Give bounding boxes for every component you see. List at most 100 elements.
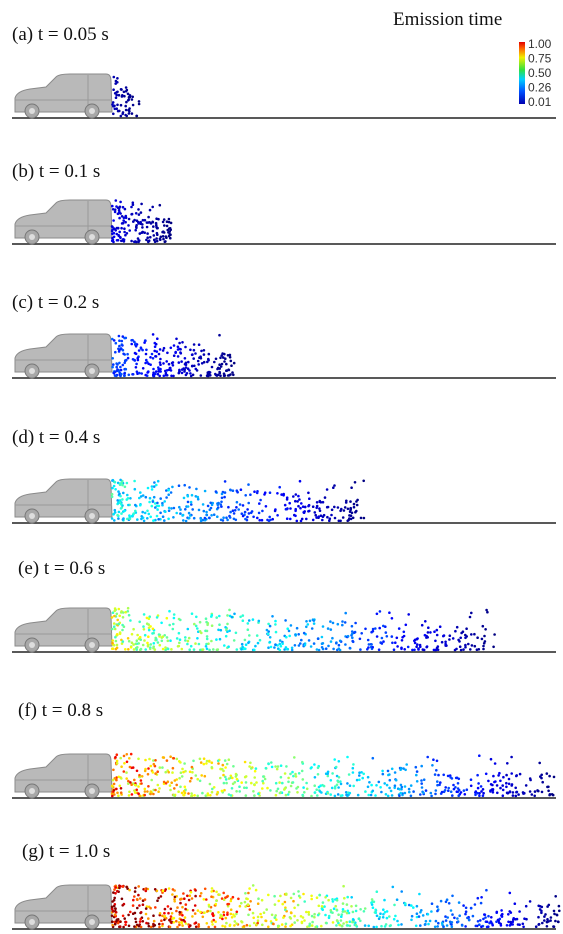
particle (114, 913, 117, 916)
particle (134, 784, 137, 787)
particle (146, 622, 149, 625)
particle (346, 924, 349, 927)
particle (194, 889, 197, 892)
particle (189, 349, 192, 352)
particle (147, 240, 150, 243)
particle (111, 647, 114, 650)
particle (293, 907, 296, 910)
particle (218, 615, 221, 618)
particle (352, 763, 355, 766)
particle (335, 924, 338, 927)
particle (203, 757, 206, 760)
particle (518, 923, 521, 926)
particle (367, 794, 370, 797)
particle (258, 519, 261, 522)
particle (240, 781, 243, 784)
particle (522, 923, 525, 926)
particle (191, 897, 194, 900)
particle (277, 788, 280, 791)
particle (226, 903, 229, 906)
particle (132, 899, 135, 902)
particle (557, 921, 560, 924)
particle (113, 644, 116, 647)
particle (284, 772, 287, 775)
particle (179, 619, 182, 622)
particle (306, 926, 309, 929)
particle (295, 493, 298, 496)
particle (546, 772, 549, 775)
particle (352, 771, 355, 774)
particle (270, 761, 273, 764)
particle (217, 911, 220, 914)
particle (477, 782, 480, 785)
particle (351, 625, 354, 628)
particle (296, 500, 299, 503)
particle (129, 619, 132, 622)
particle (356, 779, 359, 782)
particle (156, 232, 159, 235)
particle (191, 771, 194, 774)
particle (148, 758, 151, 761)
particle (116, 514, 119, 517)
particle (431, 764, 434, 767)
particle (144, 788, 147, 791)
particle (338, 644, 341, 647)
particle (342, 885, 345, 888)
particle (439, 781, 442, 784)
particle (159, 370, 162, 373)
particle (289, 773, 292, 776)
particle (289, 518, 292, 521)
particle (135, 789, 138, 792)
particle (128, 925, 131, 928)
particle (217, 762, 220, 765)
particle (294, 773, 297, 776)
particle (157, 790, 160, 793)
particle (313, 642, 316, 645)
particle (427, 631, 430, 634)
particle (119, 757, 122, 760)
particle (318, 894, 321, 897)
particle (153, 481, 156, 484)
particle (120, 765, 123, 768)
legend-tick: 0.01 (528, 95, 552, 109)
particle (202, 916, 205, 919)
particle (170, 781, 173, 784)
particle (340, 794, 343, 797)
particle (193, 349, 196, 352)
particle (378, 918, 381, 921)
particle (345, 921, 348, 924)
particle (164, 646, 167, 649)
particle (400, 890, 403, 893)
particle (242, 614, 245, 617)
particle (138, 349, 141, 352)
particle (378, 781, 381, 784)
particle (174, 351, 177, 354)
particle (135, 345, 138, 348)
particle (231, 777, 234, 780)
particle (457, 782, 460, 785)
particle (123, 374, 126, 377)
particle (157, 480, 160, 483)
particle (111, 793, 114, 796)
particle (249, 493, 252, 496)
vehicle (15, 608, 112, 652)
particle (328, 915, 331, 918)
particle (244, 901, 247, 904)
particle (238, 790, 241, 793)
particle (161, 640, 164, 643)
particle (122, 206, 125, 209)
particle (344, 506, 347, 509)
particle (329, 517, 332, 520)
particle (171, 362, 174, 365)
particle (185, 362, 188, 365)
particle (207, 358, 210, 361)
particle (166, 636, 169, 639)
particle (436, 910, 439, 913)
particle (192, 357, 195, 360)
particle (319, 510, 322, 513)
particle (173, 787, 176, 790)
particle (181, 648, 184, 651)
particle (281, 782, 284, 785)
particle (228, 758, 231, 761)
particle (252, 618, 255, 621)
